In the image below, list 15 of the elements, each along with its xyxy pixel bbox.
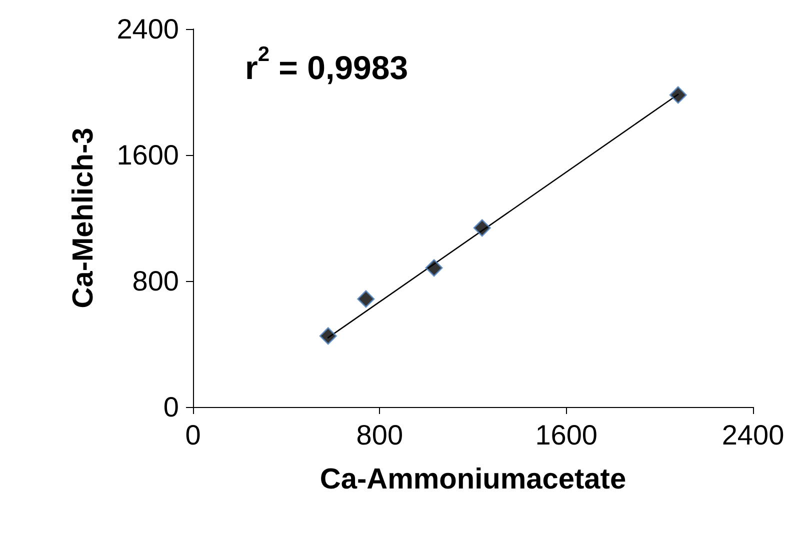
y-axis-title: Ca-Mehlich-3 — [68, 128, 100, 308]
y-tick-label: 0 — [163, 392, 179, 422]
x-tick-label: 0 — [185, 420, 201, 450]
point — [669, 86, 687, 104]
point — [473, 219, 491, 237]
x-tick-label: 1600 — [535, 420, 598, 450]
x-axis-title: Ca-Ammoniumacetate — [320, 464, 626, 496]
x-tick-label: 800 — [356, 420, 404, 450]
point — [319, 327, 337, 345]
point — [357, 290, 375, 308]
point — [425, 259, 443, 277]
x-tick-label: 2400 — [722, 420, 784, 450]
y-tick-label: 2400 — [116, 14, 179, 44]
y-tick-label: 800 — [132, 266, 179, 296]
y-tick-label: 1600 — [116, 140, 179, 170]
